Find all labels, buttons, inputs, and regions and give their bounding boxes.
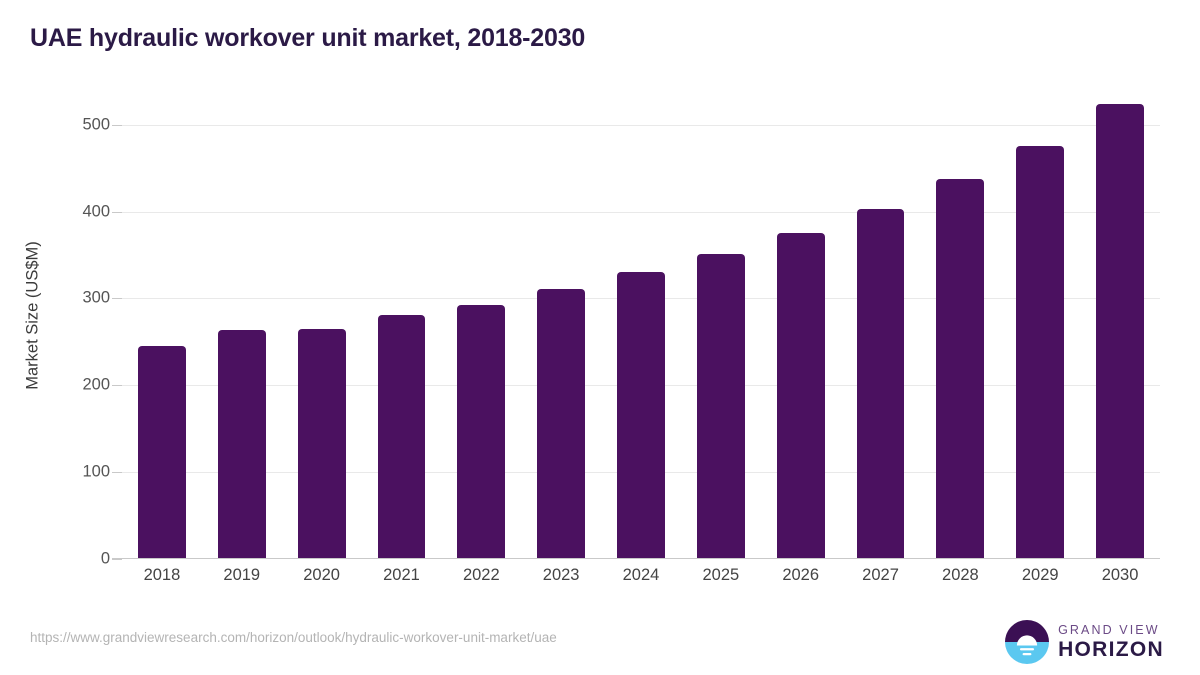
x-axis-tick-label: 2027 [862,566,899,584]
bar-group[interactable]: 2027 [841,90,921,584]
bar-group[interactable]: 2020 [282,90,362,584]
source-url[interactable]: https://www.grandviewresearch.com/horizo… [30,630,557,645]
bar-group[interactable]: 2030 [1080,90,1160,584]
bar[interactable] [457,304,506,559]
y-axis-tick-label: 400 [82,202,110,221]
gridline [122,124,1160,126]
bar-group[interactable]: 2018 [122,90,202,584]
x-axis-tick-label: 2026 [782,566,820,584]
x-axis-tick-label: 2020 [303,566,340,584]
bar[interactable] [617,272,665,559]
y-axis-tick-label: 0 [100,549,110,568]
x-axis-tick-label: 2029 [1021,566,1059,584]
x-axis-line [112,558,1160,559]
bar[interactable] [137,346,186,559]
y-axis-tick-label: 300 [82,288,110,307]
logo-line-horizon: HORIZON [1058,638,1164,662]
x-axis-tick-label: 2022 [462,566,500,584]
x-axis-tick-label: 2030 [1101,566,1139,584]
bar[interactable] [537,288,586,559]
page-title: UAE hydraulic workover unit market, 2018… [30,24,586,52]
plot-area: 2018 2019 2020 2021 2022 2023 2024 2025 2026 2027… [112,90,1160,584]
bar-group[interactable]: 2026 [761,90,841,584]
y-axis-tick [112,559,122,560]
y-axis-tick-label: 100 [82,462,110,481]
bar[interactable] [217,329,266,559]
bar[interactable] [696,254,745,559]
y-axis-tick [112,211,122,213]
bar-group[interactable]: 2023 [521,90,601,584]
logo-text: GRAND VIEW HORIZON [1058,624,1164,661]
bar[interactable] [1096,103,1145,559]
logo-line-grand-view: GRAND VIEW [1058,622,1160,637]
y-axis-tick [112,124,122,126]
x-axis-tick-label: 2019 [223,566,261,584]
y-axis-tick [112,385,122,387]
grand-view-horizon-logo[interactable]: GRAND VIEW HORIZON [1005,620,1164,664]
bar-group[interactable]: 2024 [601,90,681,584]
bar-group[interactable]: 2021 [362,90,442,584]
bar-group[interactable]: 2025 [681,90,761,584]
x-axis-tick-label: 2021 [383,566,420,584]
bar-group[interactable]: 2028 [920,90,1000,584]
y-axis-tick-labels: 0 100 200 300 400 500 [62,90,110,567]
bar[interactable] [936,179,985,559]
gridline [122,211,1160,213]
bar[interactable] [1016,146,1065,559]
y-axis-title: Market Size (US$M) [23,241,42,390]
x-axis-tick-label: 2028 [942,566,979,584]
bar-group[interactable]: 2029 [1000,90,1080,584]
bar[interactable] [297,328,346,559]
x-axis-tick-label: 2025 [702,566,740,584]
bar[interactable] [377,314,426,559]
x-axis-tick-label: 2024 [622,566,660,584]
bar-group[interactable]: 2022 [441,90,521,584]
bar[interactable] [856,209,905,559]
horizon-sun-icon [1005,620,1050,664]
y-axis-tick-label: 500 [82,115,110,134]
bar[interactable] [776,233,825,559]
bar-group[interactable]: 2019 [202,90,282,584]
y-axis-tick [112,298,122,300]
x-axis-tick-label: 2023 [542,566,580,584]
y-axis-tick [112,472,122,474]
x-axis-tick-label: 2018 [143,566,181,584]
y-axis-tick-label: 200 [82,375,110,394]
